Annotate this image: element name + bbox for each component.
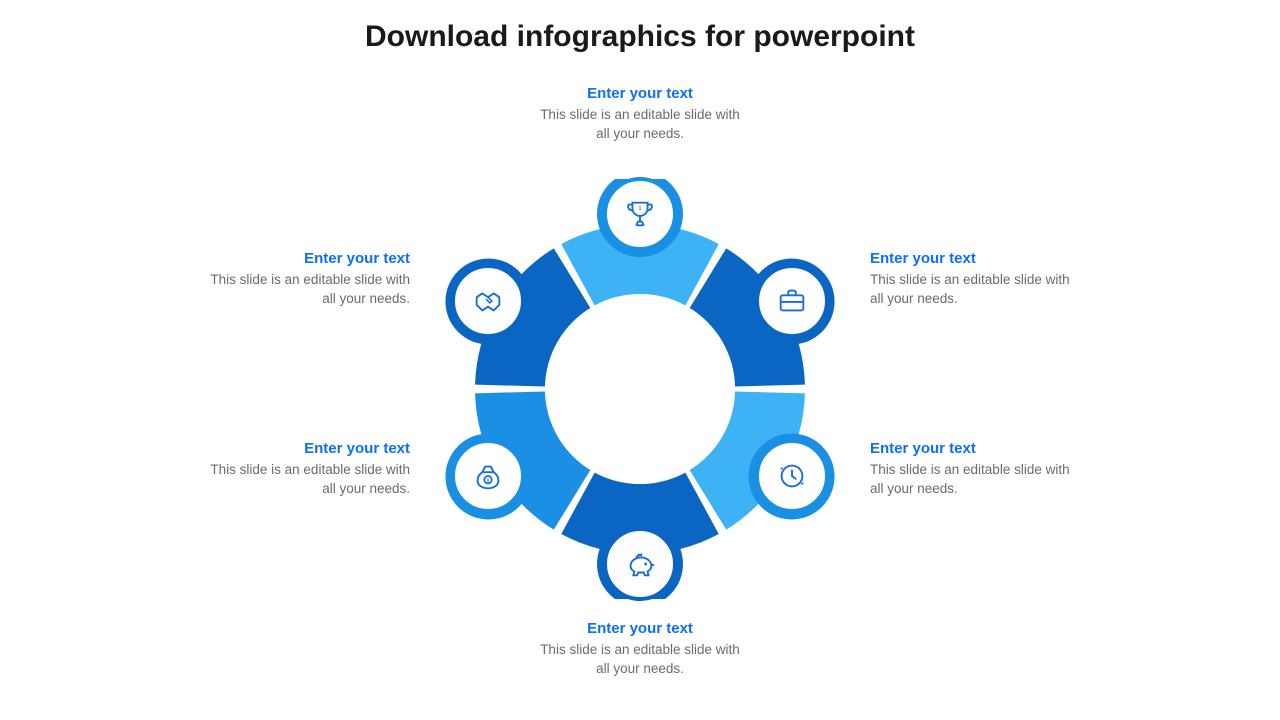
text-body: This slide is an editable slide with all…: [870, 461, 1080, 499]
icon-circle-moneybag: [451, 439, 525, 513]
text-heading: Enter your text: [870, 250, 1080, 267]
circular-diagram: [430, 179, 850, 599]
center-hole: [545, 294, 735, 484]
icon-circle-clock: [755, 439, 829, 513]
text-block-0: Enter your text This slide is an editable…: [535, 85, 745, 144]
text-block-4: Enter your text This slide is an editable…: [200, 440, 410, 499]
text-body: This slide is an editable slide with all…: [200, 271, 410, 309]
text-body: This slide is an editable slide with all…: [535, 106, 745, 144]
trophy-icon: [623, 197, 657, 231]
briefcase-icon: [775, 284, 809, 318]
icon-circle-briefcase: [755, 264, 829, 338]
text-body: This slide is an editable slide with all…: [200, 461, 410, 499]
text-heading: Enter your text: [200, 440, 410, 457]
text-heading: Enter your text: [535, 85, 745, 102]
handshake-icon: [471, 284, 505, 318]
text-block-5: Enter your text This slide is an editable…: [200, 250, 410, 309]
text-block-2: Enter your text This slide is an editable…: [870, 440, 1080, 499]
clock-icon: [775, 459, 809, 493]
text-heading: Enter your text: [870, 440, 1080, 457]
text-block-1: Enter your text This slide is an editable…: [870, 250, 1080, 309]
icon-circle-trophy: [603, 177, 677, 251]
text-body: This slide is an editable slide with all…: [870, 271, 1080, 309]
text-heading: Enter your text: [535, 620, 745, 637]
moneybag-icon: [471, 459, 505, 493]
piggy-icon: [623, 547, 657, 581]
slide-title: Download infographics for powerpoint: [0, 20, 1280, 54]
text-body: This slide is an editable slide with all…: [535, 641, 745, 679]
text-heading: Enter your text: [200, 250, 410, 267]
icon-circle-handshake: [451, 264, 525, 338]
text-block-3: Enter your text This slide is an editable…: [535, 620, 745, 679]
icon-circle-piggy: [603, 527, 677, 601]
